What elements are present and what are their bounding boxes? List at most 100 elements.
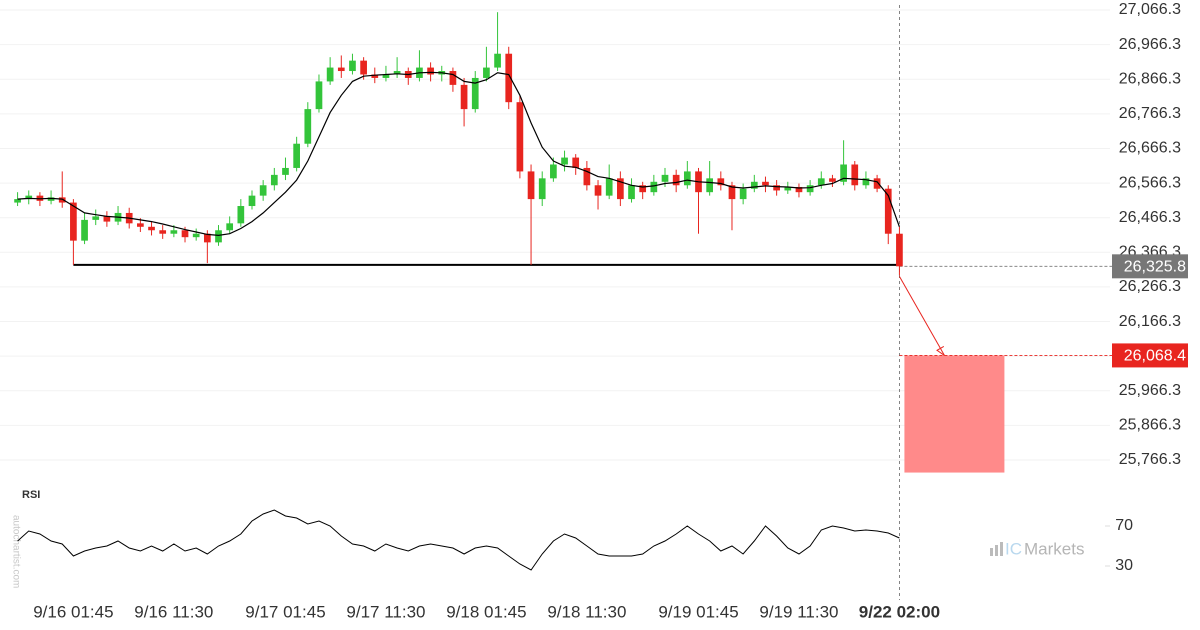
y-tick-label: 27,066.3 [1119, 1, 1181, 18]
last-price-label: 26,325.8 [1124, 259, 1186, 276]
logo-bar [990, 548, 993, 556]
last-price-box [1112, 254, 1188, 279]
candle-body [750, 181, 758, 189]
x-tick-label: 9/16 11:30 [134, 602, 213, 621]
candle-body [494, 53, 501, 68]
candle-body [58, 197, 66, 203]
logo-markets: Markets [1024, 539, 1084, 558]
candle-body [605, 178, 613, 196]
x-tick-label: 9/18 11:30 [547, 602, 626, 621]
candle-body [460, 84, 468, 110]
candle-body [181, 230, 189, 238]
rsi-tick-label: 70 [1115, 517, 1133, 534]
logo-bar [995, 545, 998, 556]
y-tick-label: 26,766.3 [1119, 105, 1181, 122]
candle-body [393, 71, 401, 75]
candle-body [862, 178, 870, 186]
candle-body [840, 164, 847, 182]
candle-body [762, 181, 769, 186]
target-box [1112, 343, 1188, 368]
candle-body [304, 109, 312, 144]
candle-body [572, 157, 580, 168]
candle-body [851, 164, 859, 186]
y-tick-label: 26,966.3 [1119, 36, 1181, 53]
forecast-zone [904, 355, 1005, 473]
candle-body [739, 188, 747, 200]
candle-body [717, 178, 725, 186]
candle-body [784, 186, 792, 191]
candle-body [728, 185, 736, 200]
y-tick-label: 25,866.3 [1119, 417, 1181, 434]
candle-body [427, 67, 434, 75]
candle-body [192, 233, 200, 238]
candle-body [550, 164, 557, 179]
candle-body [806, 185, 814, 193]
candle-body [248, 195, 256, 207]
candle-body [639, 185, 647, 193]
candle-body [538, 178, 546, 200]
candle-body [259, 185, 267, 196]
y-tick-label: 26,466.3 [1119, 209, 1181, 226]
y-tick-label: 25,766.3 [1119, 451, 1181, 468]
candle-body [773, 185, 780, 191]
forecast-arrow-head [936, 346, 945, 356]
candle-body [382, 74, 390, 78]
candle-body [226, 223, 234, 231]
moving-average [17, 71, 900, 237]
target-label: 26,068.4 [1124, 348, 1186, 365]
candle-body [81, 219, 88, 241]
candle-body [14, 199, 21, 203]
candle-body [203, 233, 211, 243]
candle-body [326, 67, 334, 82]
x-tick-label: 9/19 11:30 [759, 602, 838, 621]
x-tick-label: 9/17 11:30 [346, 602, 425, 621]
candle-body [315, 81, 323, 110]
candle-body [661, 174, 669, 182]
candle-body [795, 186, 803, 193]
candle-body [505, 53, 513, 103]
y-tick-label: 26,266.3 [1119, 278, 1181, 295]
candle-body [706, 178, 714, 193]
candle-body [594, 185, 602, 196]
rsi-tick-label: 30 [1115, 557, 1133, 574]
candle-body [148, 226, 155, 231]
forecast-arrow [898, 276, 945, 356]
candle-body [884, 188, 892, 234]
candle-body [896, 233, 903, 267]
candle-body [70, 202, 77, 241]
candle-body [170, 230, 178, 234]
rsi-label: RSI [22, 489, 40, 501]
candle-body [628, 185, 635, 200]
candle-body [672, 174, 680, 186]
candle-body [137, 223, 144, 227]
candle-body [282, 167, 289, 175]
candle-body [92, 216, 100, 220]
x-tick-label: 9/19 01:45 [658, 602, 738, 621]
candle-body [25, 195, 33, 200]
watermark: autochartist.com [10, 515, 21, 588]
candle-body [360, 60, 367, 75]
y-tick-label: 26,866.3 [1119, 70, 1181, 87]
candle-body [337, 67, 345, 72]
x-tick-label: 9/16 01:45 [33, 602, 113, 621]
candle-body [583, 167, 591, 186]
logo: IC Markets [990, 539, 1084, 558]
candle-body [873, 178, 881, 189]
candle-body [561, 157, 568, 165]
candle-body [215, 230, 222, 243]
candle-body [293, 143, 300, 168]
x-tick-label: 9/18 01:45 [446, 602, 526, 621]
candle-body [237, 206, 245, 224]
candle-body [371, 74, 379, 78]
y-tick-label: 25,966.3 [1119, 382, 1181, 399]
candle-body [683, 171, 691, 186]
candle-body [516, 102, 524, 172]
candle-body [817, 178, 825, 186]
y-tick-label: 26,166.3 [1119, 313, 1181, 330]
x-tick-label: 9/22 02:00 [859, 602, 940, 621]
candle-body [159, 230, 167, 234]
logo-ic: IC [1005, 539, 1022, 558]
y-tick-label: 26,666.3 [1119, 140, 1181, 157]
candle-body [617, 178, 624, 200]
